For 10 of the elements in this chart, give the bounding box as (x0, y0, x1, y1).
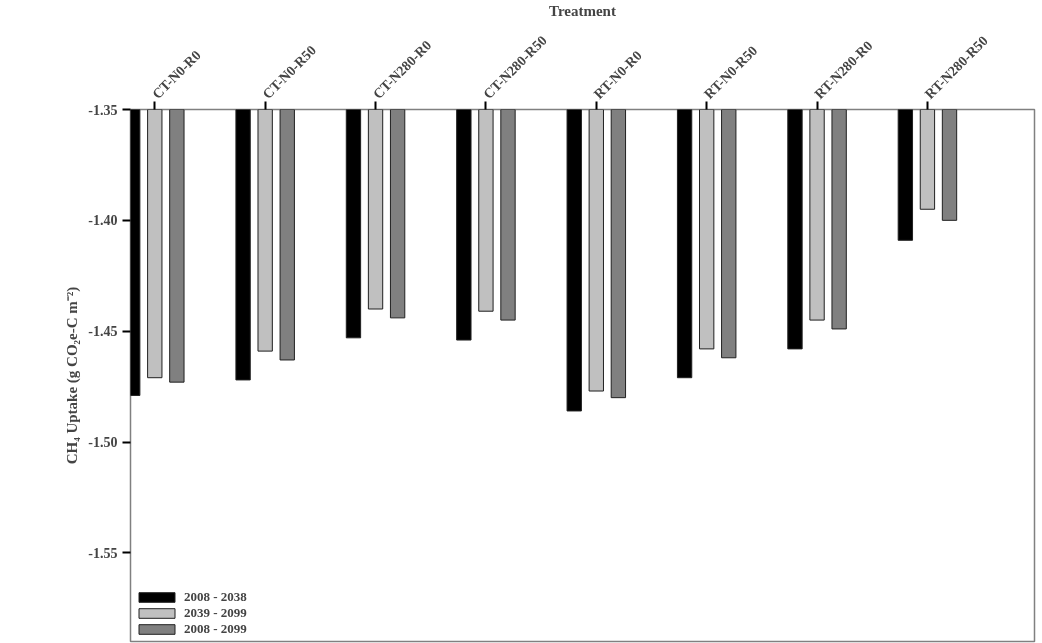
y-tick-label: -1.35 (88, 102, 118, 118)
y-tick-label: -1.45 (88, 324, 118, 340)
y-tick-label: -1.55 (88, 545, 118, 561)
x-axis-title: Treatment (549, 3, 616, 20)
legend-label: 2039 - 2099 (184, 605, 247, 621)
y-tick-label: -1.40 (88, 213, 118, 229)
y-axis-title: CH₄ Uptake (g CO₂e-C m⁻²) (64, 286, 82, 465)
y-tick-label: -1.50 (88, 435, 118, 450)
legend-label: 2008 - 2038 (184, 589, 247, 605)
legend-label: 2008 - 2099 (184, 621, 247, 637)
